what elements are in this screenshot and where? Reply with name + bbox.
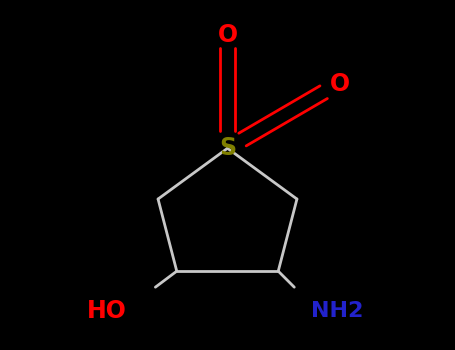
Text: HO: HO [87, 299, 127, 323]
Text: O: O [217, 23, 238, 47]
Text: NH2: NH2 [311, 301, 363, 321]
Text: S: S [219, 136, 236, 160]
Text: O: O [329, 72, 350, 96]
